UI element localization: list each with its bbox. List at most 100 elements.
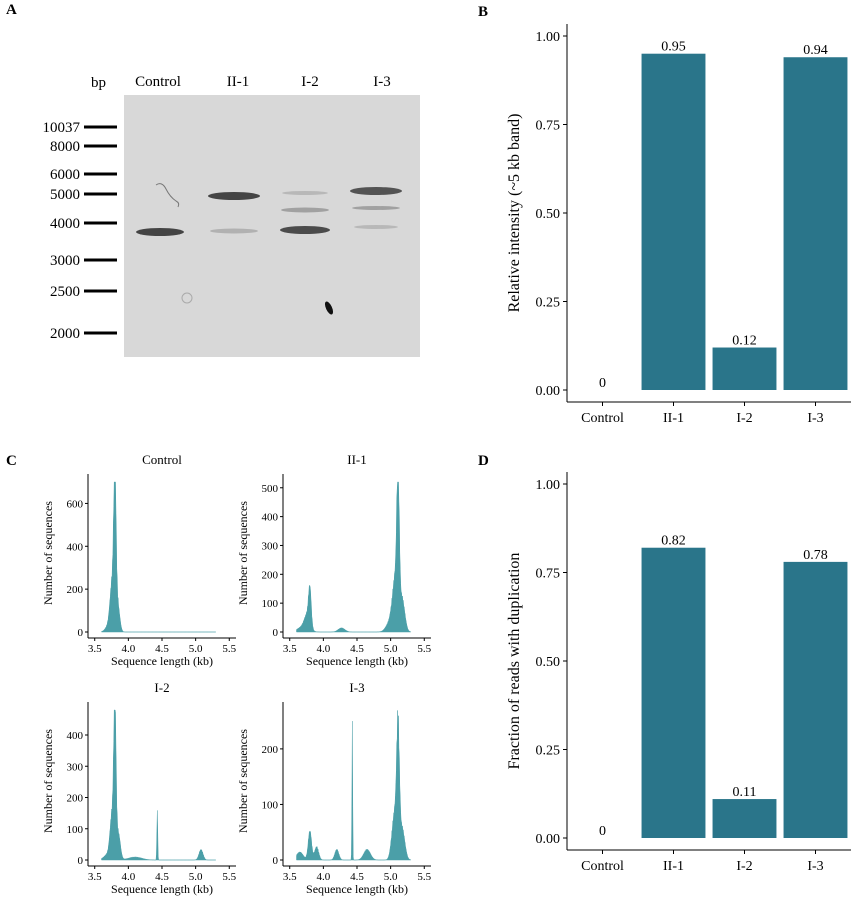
- subplot-title: II-1: [347, 452, 367, 467]
- gel-lane-label: I-2: [301, 74, 319, 90]
- x-tick-label: I-3: [807, 859, 823, 874]
- x-axis-label: Sequence length (kb): [111, 882, 213, 896]
- y-tick-label: 0: [78, 627, 84, 639]
- gel-lane-label: Control: [135, 74, 181, 90]
- marker-label: 8000: [50, 139, 80, 155]
- y-tick-label: 200: [67, 584, 84, 596]
- gel-artifact: [181, 292, 193, 304]
- gel-band: [352, 206, 400, 210]
- y-tick-label: 0.25: [536, 744, 561, 759]
- y-tick-label: 0.00: [536, 384, 561, 399]
- x-tick-label: 3.5: [283, 643, 297, 655]
- y-tick-label: 100: [262, 598, 279, 610]
- histogram-area: [296, 481, 412, 633]
- x-tick-label: Control: [581, 411, 624, 426]
- x-tick-label: I-2: [736, 411, 752, 426]
- bar: [783, 57, 848, 391]
- x-tick-label: II-1: [663, 859, 684, 874]
- panel-letter-d: D: [478, 453, 489, 469]
- y-tick-label: 0: [273, 855, 279, 867]
- bar-value-label: 0.78: [803, 548, 828, 563]
- gel-band: [282, 191, 328, 195]
- marker-label: 2500: [50, 284, 80, 300]
- gel-lane-label: II-1: [227, 74, 250, 90]
- y-tick-label: 500: [262, 483, 279, 495]
- x-tick-label: 3.5: [88, 871, 102, 883]
- subplot-title: Control: [142, 452, 182, 467]
- x-tick-label: 4.0: [316, 643, 330, 655]
- x-tick-label: 5.0: [384, 871, 398, 883]
- y-axis-label: Number of sequences: [236, 729, 250, 833]
- x-tick-label: 3.5: [283, 871, 297, 883]
- gel-band: [281, 207, 329, 213]
- gel-artifact: [324, 301, 334, 315]
- bar-value-label: 0.12: [732, 334, 757, 349]
- y-tick-label: 0: [273, 627, 279, 639]
- y-tick-label: 1.00: [536, 30, 561, 45]
- gel-band: [136, 228, 184, 236]
- y-axis-label: Number of sequences: [41, 501, 55, 605]
- marker-label: 6000: [50, 167, 80, 183]
- x-axis-label: Sequence length (kb): [306, 654, 408, 668]
- x-tick-label: 4.5: [350, 871, 364, 883]
- gel-band: [208, 192, 260, 200]
- x-tick-label: 5.5: [222, 871, 236, 883]
- x-axis-label: Sequence length (kb): [306, 882, 408, 896]
- x-tick-label: 4.5: [155, 871, 169, 883]
- bar-value-label: 0: [599, 376, 606, 391]
- y-tick-label: 0: [78, 855, 84, 867]
- x-tick-label: 5.5: [417, 643, 431, 655]
- y-tick-label: 0.75: [536, 567, 561, 582]
- x-tick-label: 5.5: [222, 643, 236, 655]
- y-axis-label: Number of sequences: [236, 501, 250, 605]
- marker-label: 5000: [50, 187, 80, 203]
- bar-value-label: 0.95: [661, 40, 686, 55]
- panel-letter-c: C: [6, 453, 17, 469]
- y-tick-label: 100: [67, 824, 84, 836]
- bar: [712, 799, 777, 838]
- x-tick-label: 5.0: [189, 643, 203, 655]
- y-tick-label: 100: [262, 799, 279, 811]
- histogram-area: [101, 481, 216, 633]
- y-tick-label: 200: [67, 793, 84, 805]
- y-axis-label: Fraction of reads with duplication: [506, 553, 523, 770]
- panel-letter-a: A: [6, 2, 17, 18]
- bar-value-label: 0: [599, 824, 606, 839]
- gel-panel: bp Control II-1 I-2 I-3 10037 8000 6000 …: [43, 74, 420, 357]
- marker-label: 4000: [50, 216, 80, 232]
- y-tick-label: 300: [262, 540, 279, 552]
- x-tick-label: I-2: [736, 859, 752, 874]
- gel-markers: 10037 8000 6000 5000 4000 3000 2500 2000: [43, 120, 117, 342]
- x-axis-label: Sequence length (kb): [111, 654, 213, 668]
- y-tick-label: 300: [67, 761, 84, 773]
- x-tick-label: 3.5: [88, 643, 102, 655]
- y-tick-label: 400: [262, 512, 279, 524]
- bar: [712, 347, 777, 390]
- y-axis-label: Relative intensity (~5 kb band): [506, 114, 523, 313]
- bar: [641, 547, 706, 838]
- histogram-grid: Control 0 200 400 600 3.5 4.0 4.5 5.0 5.5 Sequence…: [41, 452, 432, 896]
- gel-band: [354, 225, 398, 229]
- panel-letter-b: B: [478, 4, 488, 20]
- bar-value-label: 0.82: [661, 534, 686, 549]
- x-tick-label: 4.5: [350, 643, 364, 655]
- y-tick-label: 200: [262, 744, 279, 756]
- y-tick-label: 400: [67, 730, 84, 742]
- bar-value-label: 0.94: [803, 43, 828, 58]
- y-tick-label: 0.50: [536, 207, 561, 222]
- gel-image: [124, 95, 420, 357]
- gel-lane-label: I-3: [373, 74, 391, 90]
- marker-label: 2000: [50, 326, 80, 342]
- x-tick-label: 4.0: [121, 643, 135, 655]
- y-tick-label: 1.00: [536, 478, 561, 493]
- x-tick-label: 4.0: [316, 871, 330, 883]
- gel-band: [280, 226, 330, 234]
- x-tick-label: 5.0: [189, 871, 203, 883]
- y-tick-label: 0.00: [536, 832, 561, 847]
- bar: [641, 53, 706, 390]
- bar-chart-relative-intensity: 0.00 0.25 0.50 0.75 1.00 Relative intensity (…: [506, 24, 851, 426]
- x-tick-label: Control: [581, 859, 624, 874]
- subplot-title: I-2: [154, 680, 169, 695]
- y-tick-label: 0.75: [536, 119, 561, 134]
